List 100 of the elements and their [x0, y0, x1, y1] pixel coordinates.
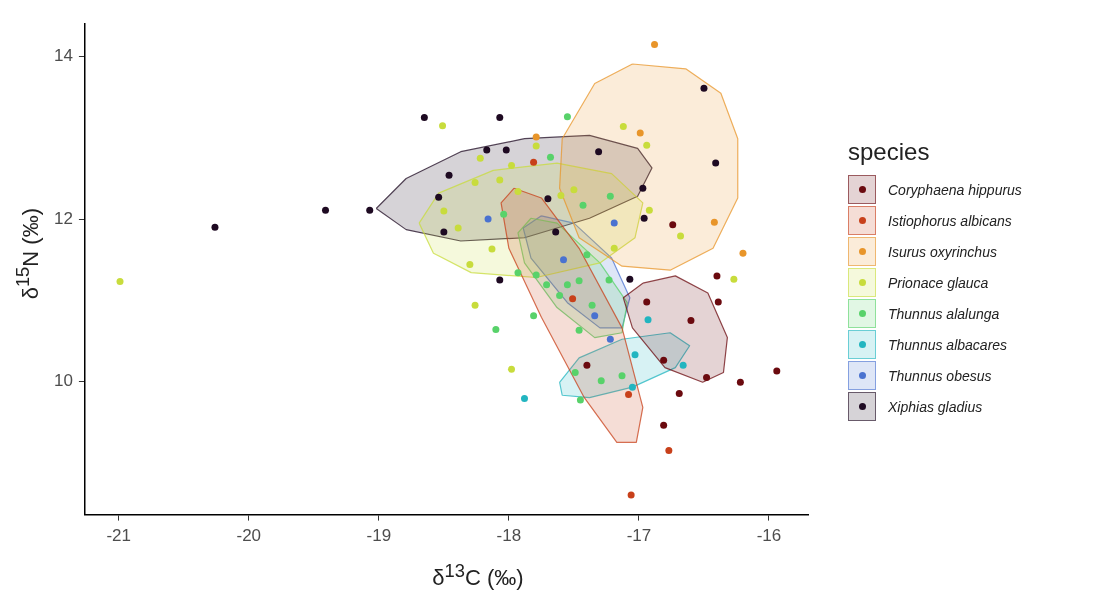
point [640, 214, 648, 222]
point [496, 114, 504, 122]
point [636, 129, 644, 137]
point [644, 316, 652, 324]
point [569, 295, 577, 303]
point [591, 312, 599, 320]
point [773, 367, 781, 375]
point [471, 301, 479, 309]
point [605, 276, 613, 284]
point [532, 142, 540, 150]
point [496, 176, 504, 184]
y-tick-label: 12 [53, 208, 73, 228]
point [502, 146, 510, 154]
point [713, 272, 721, 280]
legend-label: Isurus oxyrinchus [888, 243, 997, 260]
point [677, 232, 685, 240]
point [628, 383, 636, 391]
point [645, 206, 653, 214]
point [606, 192, 614, 200]
point [530, 312, 538, 320]
point [627, 491, 635, 499]
point [116, 278, 124, 286]
point [583, 361, 591, 369]
point [563, 113, 571, 121]
point [514, 187, 522, 195]
x-tick-label: -16 [756, 526, 782, 546]
point [570, 186, 578, 194]
point [445, 171, 453, 179]
point [484, 215, 492, 223]
point [576, 396, 584, 404]
point [492, 325, 500, 333]
point [514, 269, 522, 277]
point [560, 256, 567, 264]
point [556, 291, 564, 299]
point [454, 224, 462, 232]
point [544, 195, 552, 203]
point [476, 154, 484, 162]
point [712, 159, 720, 167]
y-tick-label: 14 [53, 46, 73, 66]
point [739, 249, 747, 257]
point [466, 261, 474, 269]
point [643, 141, 651, 149]
point [557, 192, 565, 200]
legend-title: species [848, 138, 931, 166]
x-tick-label: -21 [106, 526, 132, 546]
legend-label: Thunnus obesus [888, 367, 992, 384]
point [588, 301, 596, 309]
x-tick-label: -20 [236, 526, 262, 546]
point [679, 361, 687, 369]
point [532, 271, 540, 279]
legend-label: Coryphaena hippurus [888, 181, 1022, 198]
point [440, 207, 448, 215]
point [643, 298, 651, 306]
point [532, 133, 540, 141]
point [571, 369, 579, 377]
point [714, 298, 722, 306]
point [488, 245, 496, 253]
point [606, 335, 614, 343]
point [471, 179, 479, 187]
point [619, 123, 627, 130]
point [500, 210, 508, 218]
x-tick-label: -19 [366, 526, 392, 546]
point [651, 41, 659, 48]
point [703, 373, 711, 381]
x-tick-label: -17 [626, 526, 652, 546]
point [595, 148, 603, 156]
point [483, 146, 491, 154]
point [435, 193, 443, 201]
y-tick-label: 10 [53, 371, 73, 391]
point [736, 378, 744, 386]
legend-label: Prionace glauca [888, 274, 989, 291]
point [420, 114, 428, 122]
point [665, 446, 673, 454]
point [211, 223, 219, 231]
point [543, 281, 551, 289]
point [530, 158, 538, 166]
point [439, 122, 447, 130]
point [322, 206, 330, 214]
point [496, 276, 504, 284]
point [597, 377, 605, 385]
legend-label: Thunnus albacares [888, 336, 1008, 353]
point [625, 390, 633, 398]
point [575, 326, 583, 334]
point [669, 221, 677, 229]
point [547, 153, 554, 161]
point [660, 421, 668, 429]
point [626, 275, 634, 283]
point [507, 161, 515, 169]
point [366, 206, 374, 214]
point [618, 372, 626, 380]
x-tick-label: -18 [496, 526, 522, 546]
point [675, 390, 683, 398]
point [710, 218, 718, 226]
point [639, 184, 647, 192]
point [575, 277, 583, 285]
point [700, 84, 708, 92]
point [579, 201, 587, 209]
point [610, 244, 618, 252]
point [730, 275, 738, 283]
point [660, 356, 668, 364]
